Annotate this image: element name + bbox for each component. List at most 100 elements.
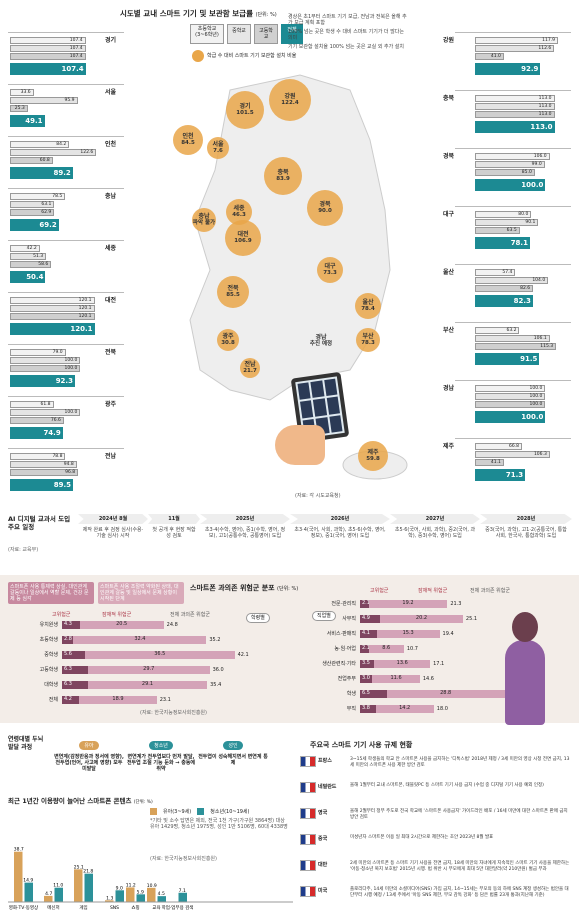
map-marker-부산: 부산 78.3 (356, 328, 380, 352)
reg-country: 영국 (318, 810, 328, 816)
content-bar-b (115, 890, 124, 902)
reg-text: 플로리다주, 14세 미만의 소셜미디어(SNS) 가입 금지, 14~15세는… (350, 887, 569, 898)
map-marker-경기: 경기 101.5 (226, 91, 264, 129)
region-bar-value: 90.1 (525, 220, 536, 225)
reg-text: 올해 2월부터 정부 주도로 전국 학교에 '스마트폰 사용금지' 가이드라인 … (350, 809, 568, 820)
content-bar-a (74, 869, 83, 902)
content-note: *기타 및 소수 답변은 제외, 전국 1천 가구(가구원 3864명) 대상 … (150, 818, 288, 830)
region-bar-value: 96.8 (65, 470, 76, 475)
map-label: 인천 (182, 132, 194, 140)
map-label: 서울 (212, 140, 224, 148)
map-value: 46.3 (232, 212, 246, 219)
region-bar-value: 117.9 (542, 38, 555, 43)
region-bar: 90.1 (475, 219, 539, 226)
region-name: 울산 (443, 269, 455, 276)
dev-group-text: 변연계가 전두엽보다 먼저 발달, 전두엽 조절 기능 둔화 → 충동에 취약 (126, 754, 196, 772)
region-bar-value: 62.9 (41, 210, 52, 215)
risk-note-high: 스마트폰 사용 통제력 상실, 대인관계 갈등이나 일상에서 역할 문제, 건강… (8, 582, 94, 604)
region-bar: 41.1 (475, 459, 504, 466)
map-label: 대전 (237, 230, 249, 238)
risk-row-label: 농·임·어업 (334, 646, 356, 652)
region-bar: 51.3 (10, 253, 47, 260)
region-all-bar: 74.9 (10, 427, 63, 439)
hand-illustration (275, 425, 325, 465)
dev-group-label: 유아 (79, 741, 99, 750)
region-bar-value: 104.0 (532, 278, 546, 283)
map-label: 강원 (284, 92, 296, 100)
map-label: 경남 (315, 333, 327, 341)
map-label: 경기 (239, 102, 251, 110)
risk-bar-total: 21.3 (450, 601, 462, 607)
risk-bar-total: 24.8 (166, 622, 178, 628)
reg-text: 2세 미만의 스마트폰 등 스마트 기기 사용을 전면 금지, 18세 미만의 … (350, 861, 570, 872)
region-bar-value: 107.4 (69, 46, 83, 51)
region-bar-value: 113.0 (538, 104, 552, 109)
risk-bar-latent: 8.6 (368, 645, 404, 653)
region-bar: 100.0 (475, 401, 546, 408)
ai-col: 2027년 초5·6(국어, 사회, 과학), 중2(국어, 과학), 중3(수학… (390, 514, 480, 542)
map-value: 59.8 (366, 456, 380, 463)
region-bar-value: 100.0 (529, 386, 543, 391)
risk-bar-latent: 20.5 (79, 621, 164, 629)
risk-bar-high: 4.2 (62, 696, 80, 704)
ai-col-text: 초3·4(국어, 사회, 과학), 초5·6(수학, 영어, 정보), 중1(국… (294, 527, 386, 539)
ai-col-header: 2024년 8월 (78, 514, 148, 524)
region-bar: 100.0 (10, 365, 81, 372)
region-box-제주: 제주 66.8 106.3 41.1 71.3 (443, 438, 571, 484)
risk-bar-total: 25.1 (465, 616, 478, 622)
region-bar-value: 100.0 (64, 358, 78, 363)
ai-col-text: 초3·4(수학, 영어), 중1(수학, 영어, 정보), 고1(공통수학, 공… (204, 527, 286, 539)
content-bar-value: 11.2 (126, 882, 136, 888)
risk-bar-latent: 13.6 (374, 660, 431, 668)
region-name: 전북 (105, 349, 117, 356)
region-bar: 25.3 (10, 105, 28, 112)
map-marker-제주: 제주 59.8 (358, 441, 388, 471)
map-source: (자료: 각 시도교육청) (295, 493, 341, 499)
risk-bar-high: 4.1 (360, 630, 377, 638)
region-bar: 78.8 (10, 453, 66, 460)
region-bar-value: 85.0 (521, 170, 532, 175)
map-value: 106.9 (234, 238, 252, 245)
region-box-인천: 인천 84.2 122.6 60.8 89.2 (8, 136, 124, 182)
flag-icon (300, 782, 316, 793)
content-bar-a (44, 895, 53, 902)
risk-row-label: 전업주부 (337, 676, 356, 682)
region-bar: 106.3 (475, 451, 550, 458)
risk-job-label-high: 고위험군 (370, 588, 389, 594)
region-bar-value: 76.6 (50, 418, 61, 423)
content-bar-value: 10.9 (147, 883, 157, 889)
region-bar: 33.6 (10, 89, 34, 96)
ai-col: 2028년 중3(국어, 과학), 고1·2(공통국어, 통합사회, 한국사, 통… (480, 514, 572, 542)
region-bar: 96.8 (10, 469, 79, 476)
flag-icon (300, 834, 316, 845)
region-bar-value: 122.6 (80, 150, 94, 155)
map-marker-충남: 충남 파악 불가 (192, 208, 216, 232)
tag-school: 학령별 (246, 613, 270, 623)
region-bar-value: 113.0 (538, 96, 552, 101)
dev-group-text: 변연계(감정반응과 정서에 영향), 전두엽(언어, 사고에 영향) 모두 미발… (54, 754, 124, 772)
legend-high: 고등학교 (254, 24, 278, 44)
risk-bar-latent: 18.9 (79, 696, 157, 704)
ai-col: 2025년 초3·4(수학, 영어), 중1(수학, 영어, 정보), 고1(공통… (200, 514, 290, 542)
region-bar: 60.8 (10, 157, 53, 164)
region-bar-value: 80.0 (518, 212, 529, 217)
content-bar-value: 4.5 (158, 891, 165, 897)
risk-row-label: 전문·관리직 (331, 601, 356, 607)
region-bar: 61.8 (10, 401, 54, 408)
region-box-경남: 경남 100.0 100.0 100.0 100.0 (443, 380, 571, 426)
risk-bar-high: 3.0 (360, 675, 373, 683)
region-bar-value: 57.4 (502, 270, 513, 275)
map-value: 21.7 (243, 368, 257, 375)
map-label: 제주 (367, 448, 379, 456)
map-label: 울산 (362, 298, 374, 306)
risk-bar-high: 6.3 (62, 666, 88, 674)
risk-job-label-latent: 잠재적 위험군 (418, 588, 448, 594)
content-category-label: 영화·TV·동영상 (9, 904, 38, 911)
region-bar-value: 100.0 (529, 394, 543, 399)
content-source: (자료: 한국지능정보사회진흥원) (150, 856, 217, 862)
content-category-label: 게임 (79, 904, 87, 911)
region-bar: 100.0 (475, 393, 546, 400)
risk-title: 스마트폰 과의존 위험군 분포 (단위: %) (190, 584, 299, 592)
region-name: 충북 (443, 95, 455, 102)
ai-col-text: 초5·6(국어, 사회, 과학), 중2(국어, 과학), 중3(수학, 영어)… (394, 527, 476, 539)
